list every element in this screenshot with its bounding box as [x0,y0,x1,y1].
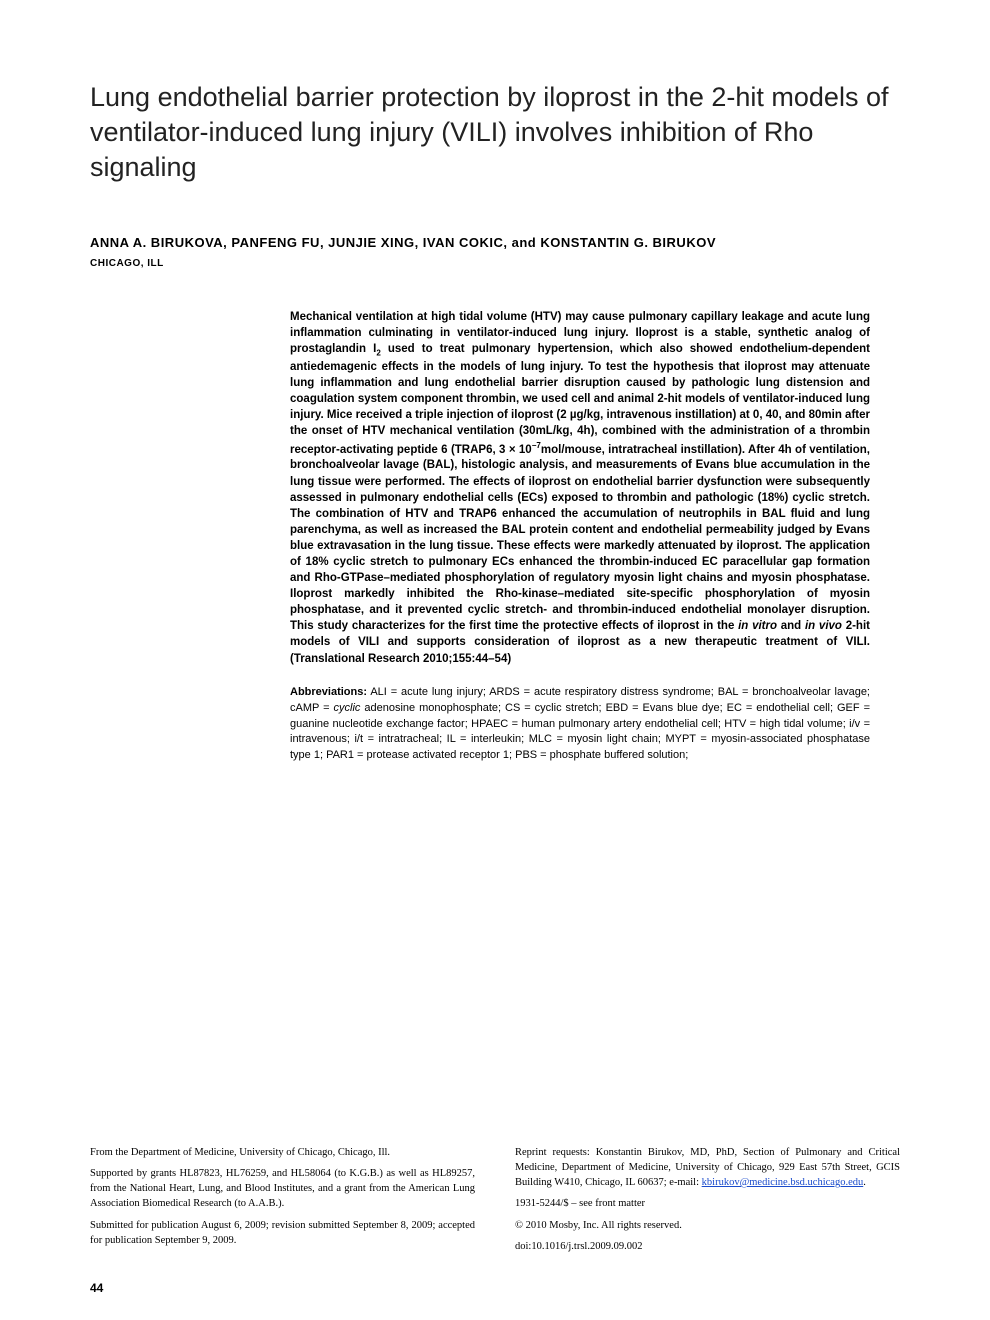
authors-line: ANNA A. BIRUKOVA, PANFENG FU, JUNJIE XIN… [90,235,900,250]
doi-text: doi:10.1016/j.trsl.2009.09.002 [515,1239,900,1254]
footer-right-column: Reprint requests: Konstantin Birukov, MD… [515,1145,900,1260]
article-title: Lung endothelial barrier protection by i… [90,80,900,185]
submission-dates: Submitted for publication August 6, 2009… [90,1218,475,1248]
location-line: CHICAGO, ILL [90,258,900,269]
affiliation-text: From the Department of Medicine, Univers… [90,1145,475,1160]
email-link[interactable]: kbirukov@medicine.bsd.uchicago.edu [702,1177,864,1188]
reprint-text-post: . [863,1177,866,1188]
footer-section: From the Department of Medicine, Univers… [90,1145,900,1260]
copyright-text: © 2010 Mosby, Inc. All rights reserved. [515,1218,900,1233]
footer-left-column: From the Department of Medicine, Univers… [90,1145,475,1260]
page-number: 44 [90,1281,103,1295]
funding-text: Supported by grants HL87823, HL76259, an… [90,1166,475,1212]
issn-text: 1931-5244/$ – see front matter [515,1196,900,1211]
abbreviations-text: Abbreviations: ALI = acute lung injury; … [290,685,870,765]
abstract-text: Mechanical ventilation at high tidal vol… [290,309,870,666]
reprint-requests: Reprint requests: Konstantin Birukov, MD… [515,1145,900,1191]
